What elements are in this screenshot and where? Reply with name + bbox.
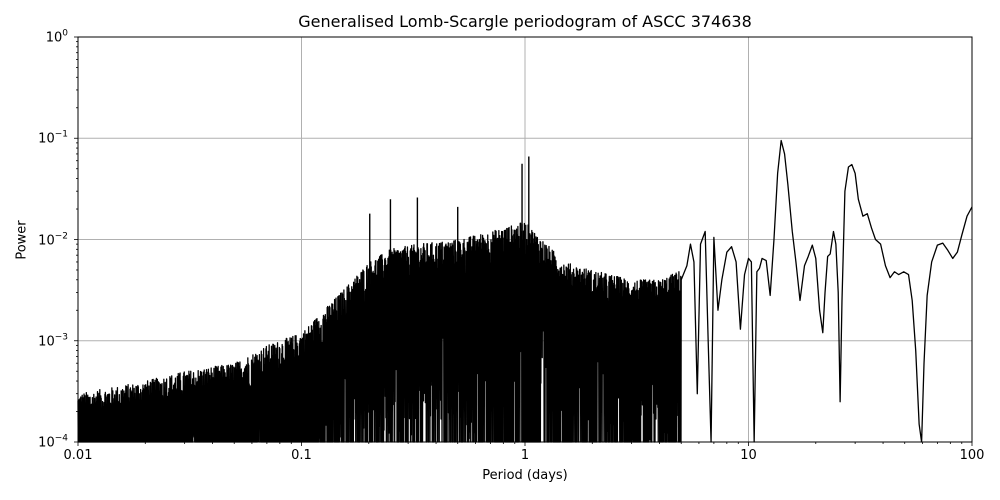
x-axis-label: Period (days) [482,468,568,483]
axes-frame [74,36,973,446]
x-tick-label: 10 [740,448,757,463]
y-tick-label: 10−3 [38,332,68,350]
y-axis-label: Power [14,220,30,260]
x-tick-label: 100 [959,448,985,463]
periodogram-path [77,139,973,443]
y-tick-label: 100 [45,28,68,46]
y-tick-label: 10−2 [38,231,68,248]
x-tick-label: 0.01 [63,448,93,463]
x-tick-label: 0.1 [291,448,312,463]
x-tick-label: 1 [520,448,530,463]
y-tick-label: 10−1 [38,129,68,147]
chart-title: Generalised Lomb-Scargle periodogram of … [298,12,752,31]
y-tick-label: 10−4 [38,433,68,451]
periodogram-line [77,139,973,443]
